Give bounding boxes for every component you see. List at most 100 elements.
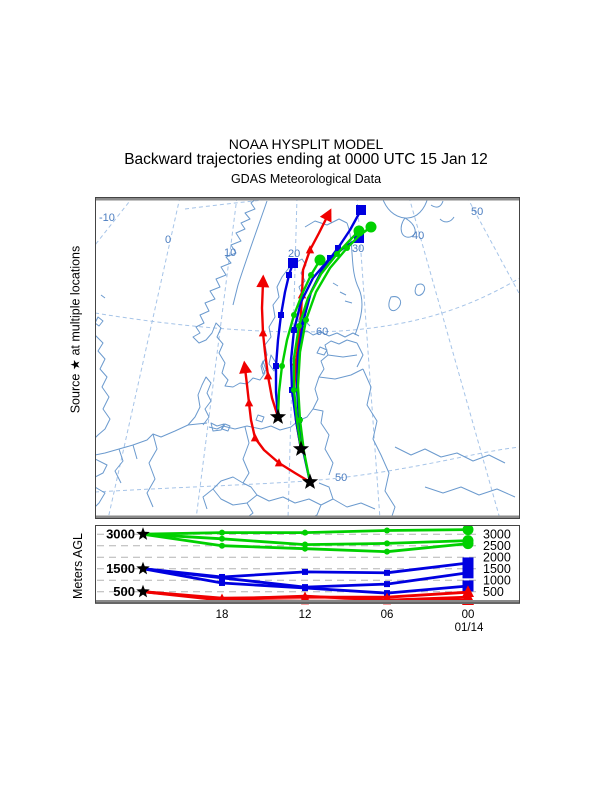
geo-path bbox=[439, 216, 455, 223]
grid-label: 50 bbox=[335, 472, 347, 484]
profile-frame bbox=[95, 525, 520, 604]
profile-6h-marker bbox=[384, 540, 390, 547]
geo-path bbox=[339, 291, 347, 296]
geo-path bbox=[232, 200, 268, 306]
geo-path bbox=[255, 414, 265, 423]
trajectory-6h-marker bbox=[274, 458, 284, 467]
profile-6h-marker bbox=[384, 548, 390, 555]
meridian-line bbox=[287, 197, 298, 519]
start-height-label: 3000 bbox=[106, 527, 135, 542]
source-location-side-label: Source ★ at multiple locations bbox=[68, 245, 83, 414]
geo-path bbox=[388, 296, 402, 312]
trajectory-24h-end-marker bbox=[314, 254, 326, 266]
start-height-label: 500 bbox=[113, 584, 135, 599]
time-tick-label: 18 bbox=[216, 609, 229, 621]
graticule-labels: -10 0 10 20 30 40 50 60 50 bbox=[99, 206, 483, 484]
geo-path bbox=[414, 283, 426, 296]
geo-path bbox=[187, 422, 208, 426]
map-trajectory-red-500m-src3 bbox=[239, 360, 312, 484]
trajectory-6h-marker bbox=[273, 363, 279, 369]
geo-path bbox=[306, 322, 311, 327]
trajectory-6h-marker bbox=[296, 323, 302, 329]
trajectory-6h-marker bbox=[263, 371, 273, 380]
geo-path bbox=[356, 342, 364, 368]
geo-path bbox=[221, 423, 231, 432]
trajectory-6h-marker bbox=[286, 272, 292, 278]
geo-path bbox=[394, 446, 506, 464]
grid-label: -10 bbox=[99, 212, 115, 224]
height-scale-label: 2500 bbox=[483, 539, 511, 553]
trajectory-line bbox=[260, 280, 280, 419]
geo-path bbox=[332, 282, 339, 287]
geo-path bbox=[256, 482, 334, 506]
geo-path bbox=[95, 458, 108, 478]
trajectory-6h-marker bbox=[300, 319, 306, 325]
profile-6h-marker bbox=[384, 527, 390, 534]
geo-path bbox=[327, 354, 358, 358]
page-subtitle: Backward trajectories ending at 0000 UTC… bbox=[124, 151, 488, 168]
map-trajectory-red-500m-src1 bbox=[256, 274, 280, 419]
profile-end-marker bbox=[462, 590, 474, 603]
grid-label: 10 bbox=[224, 247, 236, 259]
trajectory-6h-marker bbox=[291, 312, 297, 318]
trajectory-line bbox=[276, 258, 322, 419]
geo-path bbox=[114, 448, 124, 484]
profile-6h-marker bbox=[219, 542, 225, 549]
height-scale-label: 2000 bbox=[483, 551, 511, 565]
time-tick-label: 00 bbox=[462, 609, 475, 621]
geo-path bbox=[260, 360, 267, 375]
height-scale-label: 1000 bbox=[483, 574, 511, 588]
trajectory-6h-marker bbox=[335, 245, 341, 251]
trajectory-map: -10 0 10 20 30 40 50 60 50 bbox=[95, 197, 520, 519]
map-trajectory-green-3000m-src2 bbox=[291, 225, 365, 451]
geo-path bbox=[242, 426, 250, 484]
trajectory-24h-end-marker bbox=[288, 258, 298, 268]
date-label: 01/14 bbox=[455, 622, 484, 634]
met-data-label: GDAS Meteorological Data bbox=[230, 172, 382, 186]
profile-end-marker bbox=[462, 525, 474, 536]
geo-path bbox=[304, 218, 348, 228]
geo-path bbox=[95, 334, 111, 439]
height-scale-label: 3000 bbox=[483, 528, 511, 542]
geo-path bbox=[202, 488, 214, 510]
trajectory-6h-marker bbox=[344, 245, 350, 251]
trajectory-6h-marker bbox=[308, 272, 314, 278]
trajectory-6h-marker bbox=[291, 387, 297, 393]
geo-path bbox=[316, 346, 328, 356]
grid-label: 40 bbox=[412, 230, 424, 242]
profile-line-2 bbox=[141, 532, 474, 555]
trajectory-24h-end-marker bbox=[354, 233, 364, 243]
geo-path bbox=[430, 200, 444, 208]
trajectory-end-arrow bbox=[239, 360, 253, 374]
geo-path bbox=[95, 376, 212, 456]
geo-path bbox=[146, 433, 158, 508]
geo-path bbox=[268, 354, 277, 372]
trajectory-6h-marker bbox=[250, 433, 260, 442]
geo-path bbox=[132, 444, 138, 460]
profile-bottom-border bbox=[95, 600, 520, 604]
trajectory-6h-marker bbox=[279, 363, 285, 369]
geo-path bbox=[332, 498, 376, 510]
profile-6h-marker bbox=[302, 529, 308, 536]
map-trajectory-blue-1500m-src1 bbox=[273, 258, 298, 419]
height-scale-label: 1500 bbox=[483, 562, 511, 576]
parallel-50n bbox=[95, 446, 520, 493]
height-scale-label: 500 bbox=[483, 585, 504, 599]
geo-path bbox=[362, 368, 396, 519]
meters-agl-side-label: Meters AGL bbox=[71, 533, 85, 599]
trajectory-6h-marker bbox=[297, 417, 303, 423]
profile-6h-marker bbox=[219, 579, 225, 586]
trajectory-6h-marker bbox=[278, 312, 284, 318]
profile-source-star-icon bbox=[136, 584, 150, 598]
grid-label: 60 bbox=[316, 326, 328, 338]
parallel-60n bbox=[95, 277, 520, 333]
trajectory-6h-marker bbox=[244, 398, 254, 407]
geo-path bbox=[95, 486, 106, 508]
map-top-border bbox=[95, 197, 520, 201]
meridian-line bbox=[195, 197, 238, 519]
map-bottom-border bbox=[95, 515, 520, 519]
geo-path bbox=[346, 222, 363, 336]
